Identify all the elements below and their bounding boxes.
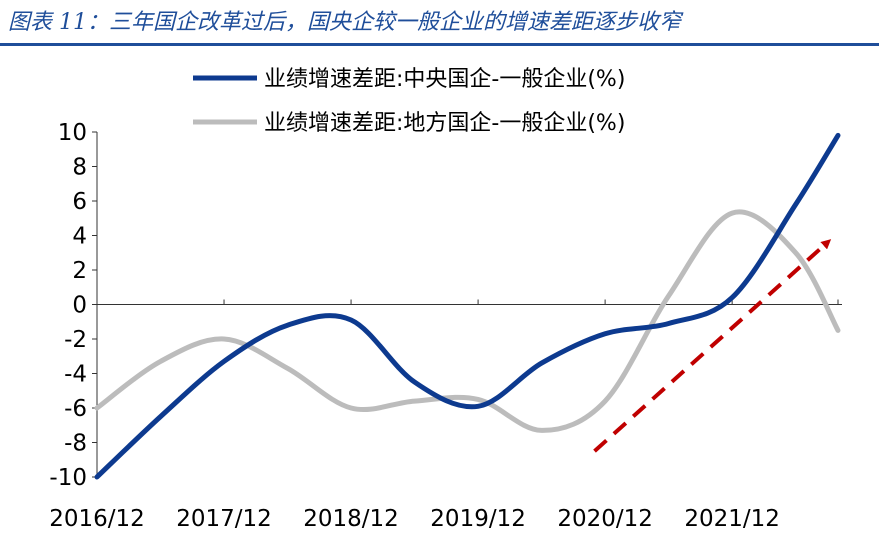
y-tick-label: -10 xyxy=(49,465,87,491)
legend-label-2: 业绩增速差距:地方国企-一般企业(%) xyxy=(264,111,625,136)
x-tick-label: 2018/12 xyxy=(303,506,399,532)
y-tick-label: 6 xyxy=(72,189,87,215)
y-tick-label: 10 xyxy=(58,120,87,146)
y-tick-label: -2 xyxy=(64,327,87,353)
title-rule xyxy=(0,43,879,46)
x-tick-label: 2020/12 xyxy=(557,506,653,532)
y-tick-label: 8 xyxy=(72,155,87,181)
legend-label-1: 业绩增速差距:中央国企-一般企业(%) xyxy=(264,67,625,92)
chart-legend: 业绩增速差距:中央国企-一般企业(%) 业绩增速差距:地方国企-一般企业(%) xyxy=(193,67,625,136)
x-tick-label: 2016/12 xyxy=(49,506,145,532)
y-tick-label: 4 xyxy=(72,224,87,250)
trend-arrow xyxy=(593,239,832,453)
chart-annotations xyxy=(593,239,832,453)
y-tick-label: -8 xyxy=(64,431,87,457)
chart-series xyxy=(94,132,841,480)
chart-axes: 10 8 6 4 2 0 -2 -4 -6 -8 -10 2016/12 2017/12 2018/12 2… xyxy=(49,120,842,532)
series-line-2 xyxy=(94,209,841,433)
y-tick-label: -6 xyxy=(64,396,87,422)
series-line-1 xyxy=(94,132,841,480)
y-tick-label: 2 xyxy=(72,258,87,284)
figure-title: 图表 11：三年国企改革过后，国央企较一般企业的增速差距逐步收窄 xyxy=(8,10,681,35)
x-tick-label: 2019/12 xyxy=(430,506,526,532)
y-tick-label: -4 xyxy=(64,362,87,388)
x-tick-label: 2021/12 xyxy=(684,506,780,532)
x-tick-label: 2017/12 xyxy=(176,506,272,532)
y-tick-label: 0 xyxy=(72,293,87,319)
